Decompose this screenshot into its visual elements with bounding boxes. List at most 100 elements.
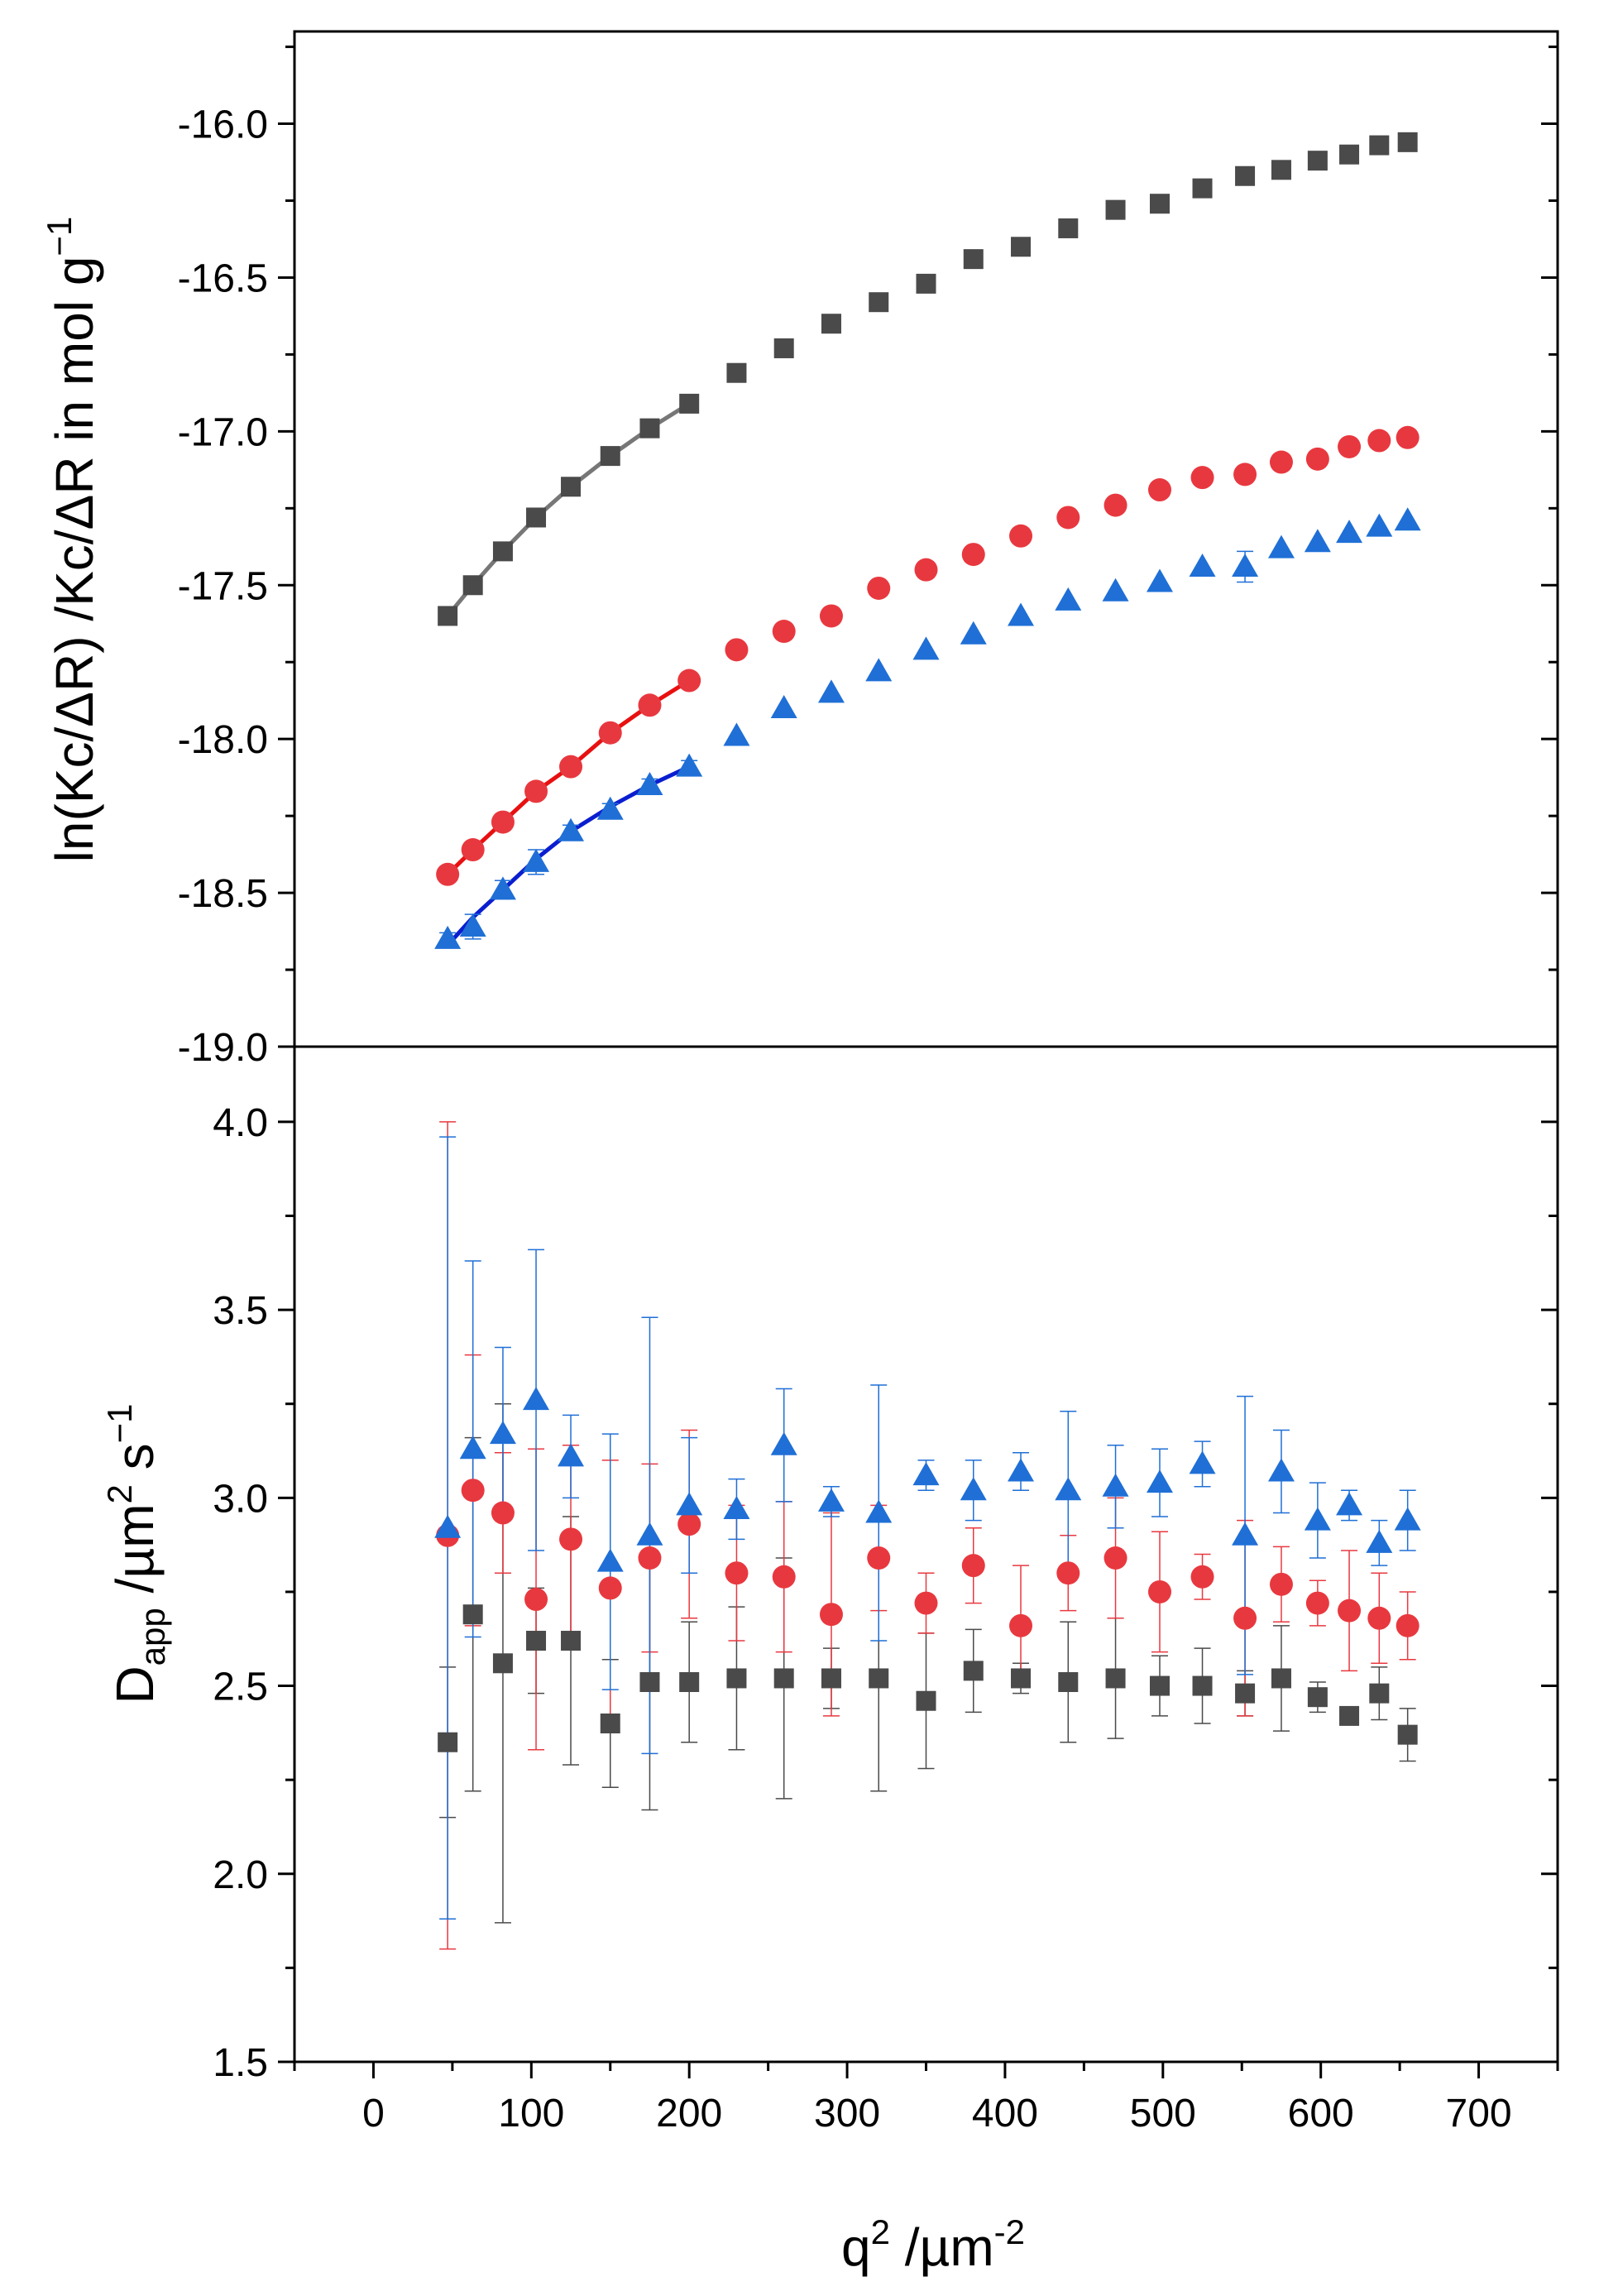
blue-triangles-point (817, 1488, 845, 1512)
gray-squares-point (679, 1672, 700, 1693)
blue-triangles-point (770, 1431, 797, 1455)
red-circles-point (1396, 425, 1419, 449)
red-circles-point (1147, 478, 1171, 502)
blue-triangles-point (676, 1492, 703, 1516)
blue-triangles-point (489, 1421, 516, 1445)
gray-squares-point (526, 507, 547, 528)
red-circles-point (1269, 450, 1293, 474)
blue-triangles-point (558, 817, 585, 841)
gray-squares-point (600, 1714, 620, 1733)
gray-squares-point (639, 1672, 660, 1693)
red-circles-point (491, 810, 515, 834)
red-circles-point (559, 1527, 583, 1551)
gray-squares-point (1235, 1683, 1256, 1704)
gray-squares-point (1011, 1668, 1032, 1689)
x-axis-title-q: q (841, 2217, 871, 2277)
gray-squares-point (726, 362, 747, 383)
x-ticks: 0 100 200 300 400 500 600 700 (293, 2062, 1559, 2135)
gray-squares-point (1058, 1672, 1079, 1693)
gray-squares-point (526, 1631, 547, 1651)
bottom-y-tick-label: 2.5 (213, 1666, 268, 1709)
gray-squares-point (492, 541, 513, 562)
red-circles-point (638, 1546, 662, 1570)
red-circles-point (1009, 524, 1033, 548)
red-circles-point (725, 638, 749, 662)
top-y-tick-label: -19.0 (178, 1026, 268, 1070)
x-axis-title-unit: /µm (890, 2217, 994, 2277)
gray-squares-point (1149, 194, 1170, 214)
bottom-y-axis-title-sup1: 2 (100, 1484, 139, 1503)
gray-squares-point (773, 338, 794, 358)
blue-triangles-point (1366, 513, 1393, 537)
blue-triangles-point (459, 1436, 486, 1460)
blue-triangles-point (960, 1477, 987, 1501)
bottom-y-axis-title-sub: app (133, 1608, 172, 1666)
gray-squares-point (561, 477, 582, 497)
x-axis-title-sup: 2 (871, 2212, 890, 2251)
red-circles-point (559, 755, 583, 779)
red-circles-point (914, 558, 938, 582)
gray-squares-point (679, 393, 700, 414)
gray-squares-point (869, 1668, 889, 1689)
gray-squares-point (916, 1690, 936, 1711)
blue-triangles-point (1146, 1469, 1173, 1493)
blue-triangles-point (434, 1514, 462, 1538)
red-circles-point (1367, 1606, 1391, 1630)
blue-triangles-point (523, 1387, 550, 1411)
red-circles-point (1056, 1561, 1080, 1585)
blue-triangles-point (1055, 1477, 1082, 1501)
top-y-tick-label: -18.5 (178, 872, 268, 916)
gray-squares-point (462, 575, 483, 596)
gray-squares-point (1397, 1724, 1418, 1745)
blue-triangles-point (912, 1462, 940, 1486)
gray-squares-point (1105, 199, 1126, 220)
bottom-y-axis-title-unit: /µm (105, 1503, 165, 1608)
blue-triangles-point (523, 848, 550, 872)
bottom-y-ticks: 1.5 2.0 2.5 3.0 3.5 4.0 (213, 1101, 1558, 2085)
blue-triangles-point (1055, 587, 1082, 611)
red-circles-point (914, 1591, 938, 1615)
blue-triangles-point (1304, 1507, 1331, 1531)
x-tick-label: 700 (1446, 2092, 1512, 2135)
red-circles-point (867, 576, 891, 600)
blue-triangles-point (676, 753, 703, 777)
blue-triangles-point (1267, 1458, 1295, 1482)
bottom-y-tick-label: 3.5 (213, 1289, 268, 1333)
blue-triangles-point (1336, 1492, 1363, 1516)
gray-squares-point (916, 273, 936, 294)
x-axis-title: q2 /µm-2 (841, 2212, 1025, 2277)
blue-triangles-point (1232, 1522, 1259, 1546)
x-axis-title-unit-sup: -2 (994, 2212, 1025, 2251)
red-circles-point (867, 1546, 891, 1570)
red-circles-point (1338, 1599, 1362, 1623)
gray-squares-point (726, 1668, 747, 1689)
gray-squares-point (963, 1661, 984, 1681)
red-circles-point (1233, 463, 1257, 487)
gray-squares-point (1011, 237, 1032, 257)
gray-squares-point (639, 418, 660, 439)
x-tick-label: 400 (972, 2092, 1038, 2135)
blue-triangles-point (1394, 507, 1421, 531)
gray-squares-point (1271, 1668, 1291, 1689)
bottom-plot-area (434, 1121, 1421, 1950)
top-plot-area (434, 132, 1421, 949)
bottom-y-axis-title-s: s (105, 1443, 165, 1484)
blue-triangles-point (1146, 568, 1173, 592)
gray-squares-point (438, 606, 458, 626)
red-circles-point (961, 543, 985, 567)
red-circles-point (436, 862, 460, 886)
red-circles-point (772, 620, 796, 644)
blue-triangles-point (636, 1522, 663, 1546)
x-tick-label: 100 (498, 2092, 564, 2135)
top-y-axis-title-main: ln(Kc/ΔR) /Kc/ΔR in mol g (45, 256, 104, 863)
red-circles-point (1147, 1579, 1171, 1603)
red-circles-point (677, 669, 701, 693)
blue-triangles-point (1102, 1473, 1129, 1497)
blue-triangles-point (1232, 553, 1259, 577)
blue-triangles-point (723, 722, 750, 746)
red-circles-point (725, 1561, 749, 1585)
gray-squares-point (1058, 218, 1079, 238)
red-circles-point (819, 604, 843, 628)
bottom-y-axis-title: Dapp /µm2 s−1 (100, 1403, 172, 1704)
